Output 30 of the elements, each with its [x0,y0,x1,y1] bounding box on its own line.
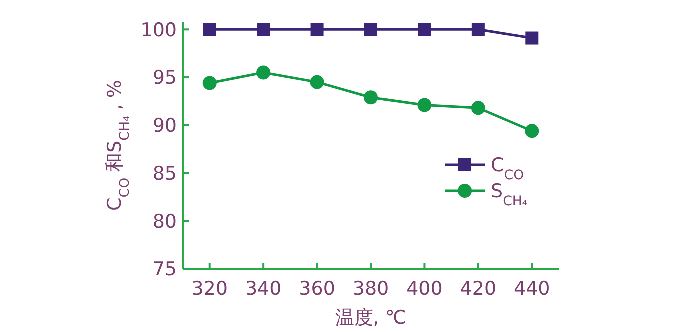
y-tick-label: 80 [152,210,177,233]
x-tick-label: 360 [299,278,336,300]
point [202,76,217,90]
y-tick-label: 75 [152,258,177,281]
y-tick-label: 90 [152,115,177,138]
point [364,23,378,36]
x-axis-title: 温度, ℃ [335,307,407,329]
point [310,23,324,36]
point [364,90,378,105]
point [525,124,540,138]
y-tick-label: 95 [152,67,177,90]
point [310,75,324,90]
point [471,101,486,116]
x-tick-label: 400 [406,278,443,300]
x-tick-label: 340 [245,278,282,300]
y-tick-label: 85 [152,162,177,185]
point [203,23,216,36]
y-tick-label: 100 [140,19,177,42]
point [472,23,485,36]
x-tick-label: 380 [352,278,390,300]
legend-label: C$_{CO}$ [491,154,524,184]
x-tick-label: 440 [514,278,550,300]
point [256,66,271,80]
x-tick-label: 320 [192,278,228,300]
legend-label: S$_{CH₄}$ [491,180,528,210]
point [526,32,539,45]
point [257,23,270,36]
point [418,98,432,112]
point [418,23,432,36]
x-tick-label: 420 [460,278,497,300]
